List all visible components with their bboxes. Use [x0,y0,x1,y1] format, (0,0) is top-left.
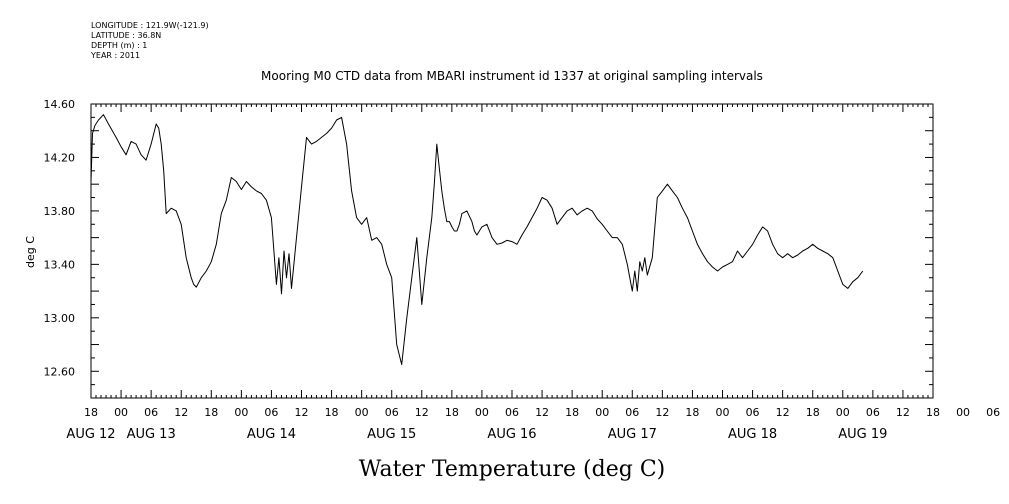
x-day-label: AUG 13 [127,427,176,442]
x-tick-label: 18 [565,406,579,419]
x-tick-label: 00 [114,406,128,419]
y-tick-label: 13.80 [44,205,76,218]
x-tick-label: 00 [836,406,850,419]
x-tick-label: 06 [144,406,158,419]
y-tick-label: 14.20 [44,151,76,164]
x-tick-label: 18 [204,406,218,419]
x-tick-label: 12 [776,406,790,419]
axes: 12.60 13.00 13.40 13.80 14.20 14.60 18 00 06 12 18… [44,98,1001,442]
x-tick-label: 18 [445,406,459,419]
series-line [90,114,864,366]
x-tick-label: 06 [264,406,278,419]
x-tick-label: 00 [475,406,489,419]
x-day-label: AUG 19 [838,427,887,442]
x-tick-label: 12 [174,406,188,419]
x-tick-label: 00 [716,406,730,419]
x-tick-label: 00 [355,406,369,419]
x-tick-label: 06 [625,406,639,419]
x-tick-label: 12 [655,406,669,419]
y-axis-label: deg C [24,236,37,268]
x-tick-label: 12 [896,406,910,419]
x-day-label: AUG 15 [367,427,416,442]
x-day-label: AUG 18 [728,427,777,442]
x-tick-label: 06 [385,406,399,419]
x-tick-label: 18 [685,406,699,419]
y-tick-label: 13.40 [44,258,76,271]
x-tick-label: 18 [84,406,98,419]
x-tick-label: 18 [325,406,339,419]
x-tick-label: 12 [295,406,309,419]
y-tick-label: 14.60 [44,98,76,111]
x-day-label: AUG 17 [608,427,657,442]
x-tick-label: 12 [415,406,429,419]
x-tick-label: 00 [595,406,609,419]
x-day-label: AUG 16 [487,427,536,442]
x-axis-label: Water Temperature (deg C) [359,457,666,482]
x-tick-label: 06 [505,406,519,419]
plot-frame [90,103,934,399]
metadata-longitude: LONGITUDE : 121.9W(-121.9) [91,21,209,30]
metadata-year: YEAR : 2011 [91,51,141,60]
series-layer [90,114,864,366]
x-tick-label: 18 [806,406,820,419]
x-tick-label: 12 [535,406,549,419]
x-tick-label: 06 [986,406,1000,419]
x-day-label: AUG 12 [66,427,115,442]
y-tick-label: 13.00 [44,312,76,325]
x-tick-label: 06 [866,406,880,419]
x-tick-label: 00 [234,406,248,419]
x-tick-label: 06 [746,406,760,419]
y-tick-label: 12.60 [44,365,76,378]
metadata-block: LONGITUDE : 121.9W(-121.9) LATITUDE : 36… [91,21,209,61]
chart-title: Mooring M0 CTD data from MBARI instrumen… [261,69,763,83]
x-tick-label: 00 [956,406,970,419]
x-day-label: AUG 14 [247,427,296,442]
metadata-depth: DEPTH (m) : 1 [91,41,148,50]
metadata-latitude: LATITUDE : 36.8N [91,31,162,40]
x-tick-label: 18 [926,406,940,419]
